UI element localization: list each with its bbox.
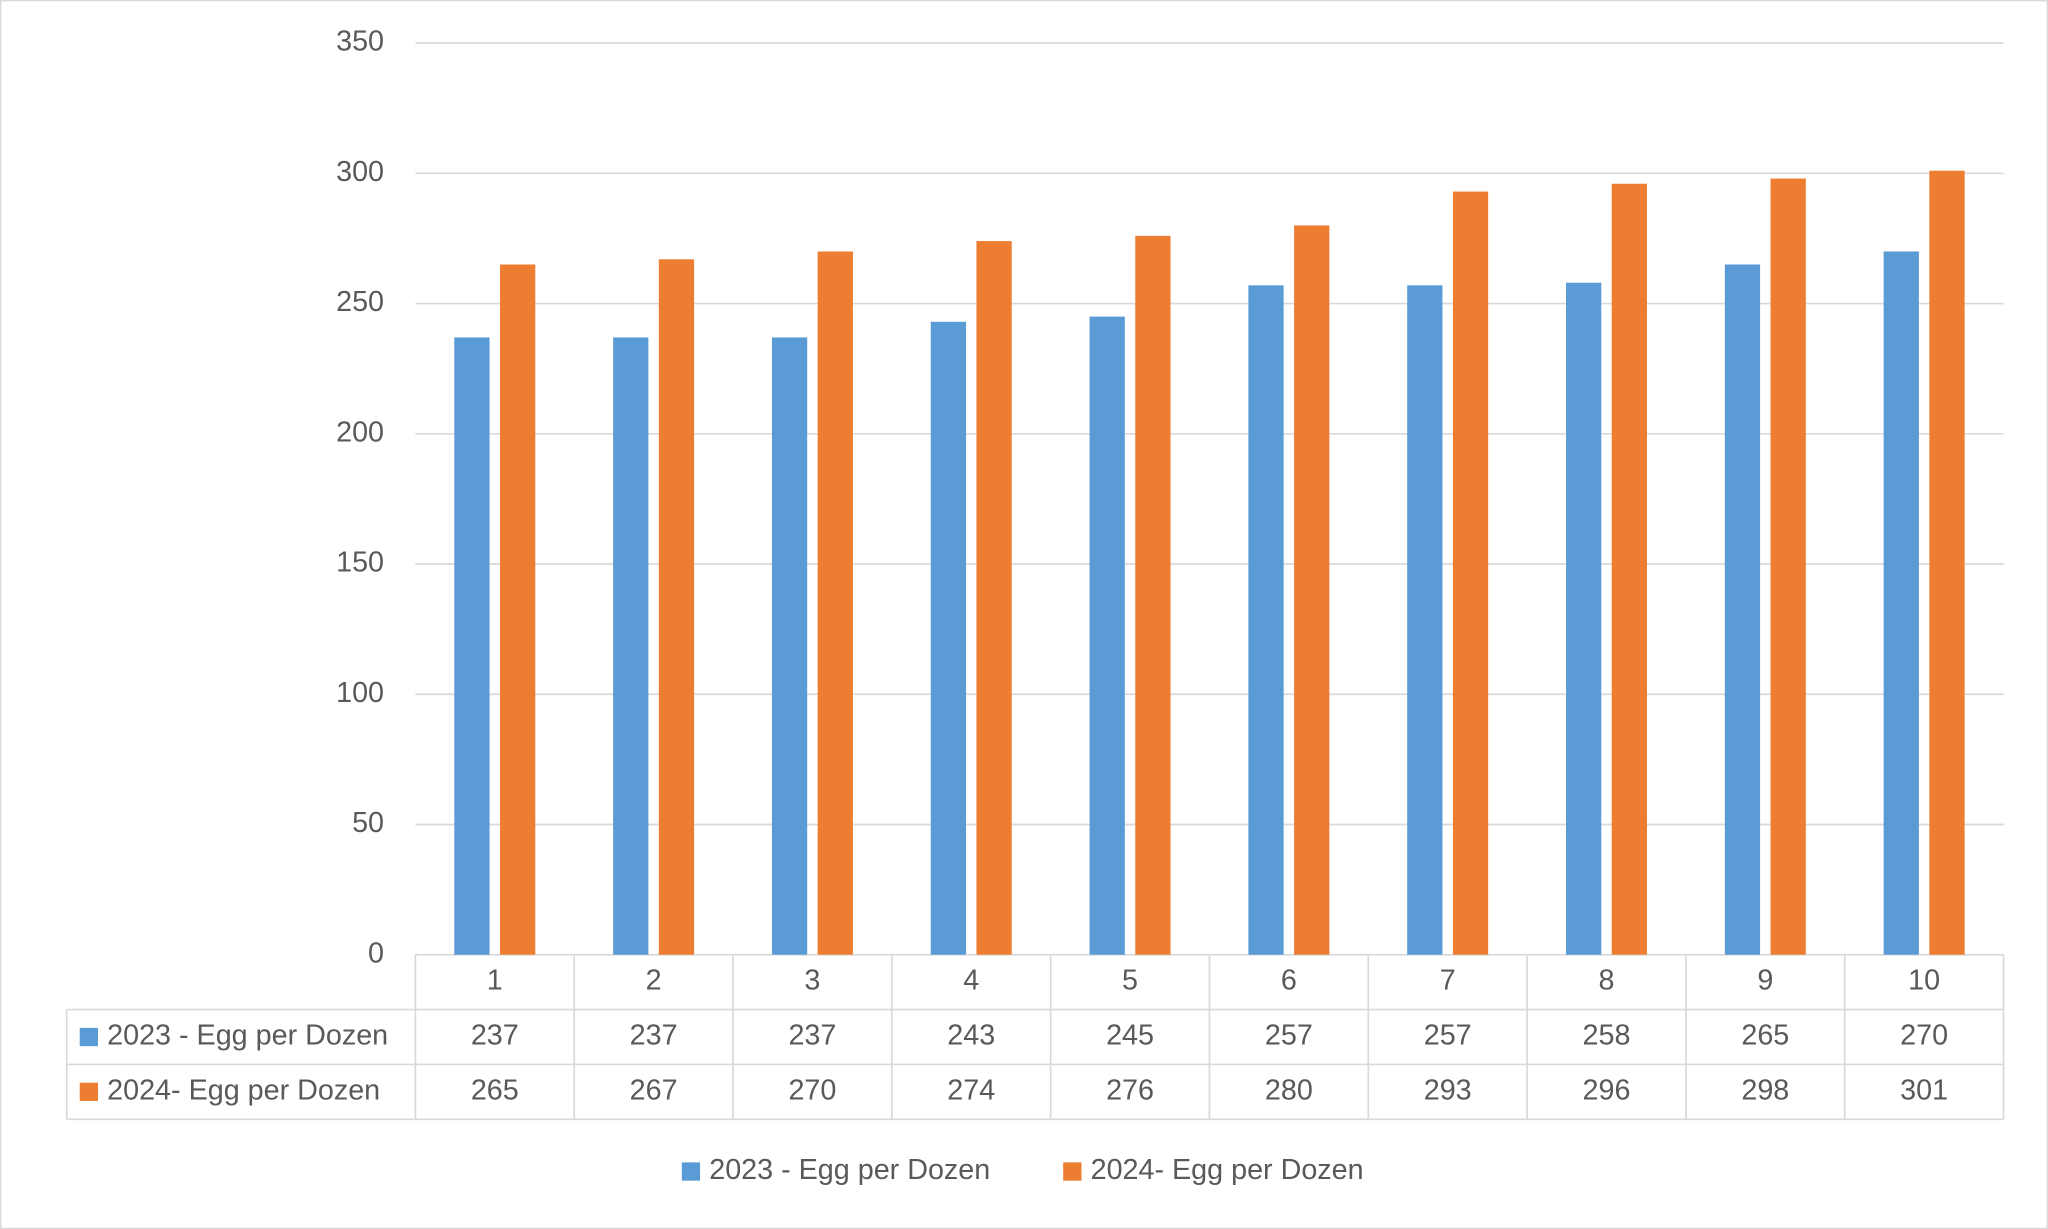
bar [1883,251,1919,955]
table-value: 274 [947,1074,995,1106]
legend-key [681,1162,701,1181]
x-tick-label: 2 [646,965,662,997]
bar [771,337,808,955]
table-value: 267 [630,1074,678,1106]
table-value: 257 [1265,1020,1313,1052]
bar [976,241,1012,955]
bar [1724,264,1761,955]
bar [817,251,853,955]
bar [1611,183,1647,955]
table-value: 280 [1265,1074,1313,1106]
table-value: 276 [1106,1074,1154,1106]
table-value: 237 [630,1020,678,1052]
bar [1770,178,1806,955]
x-tick-label: 10 [1908,965,1940,997]
x-tick-label: 6 [1281,965,1297,997]
table-value: 270 [788,1074,836,1106]
bar [500,264,536,955]
table-value: 257 [1424,1020,1472,1052]
table-value: 237 [788,1020,836,1052]
table-legend-key [79,1027,99,1047]
y-tick-label: 250 [336,286,384,318]
y-tick-label: 50 [352,807,384,839]
table-value: 270 [1900,1020,1948,1052]
bar [1135,235,1171,955]
legend-label: 2024- Egg per Dozen [1091,1154,1364,1186]
table-value: 296 [1583,1074,1631,1106]
table-value: 265 [1741,1020,1789,1052]
x-tick-label: 9 [1757,965,1773,997]
table-value: 265 [471,1074,519,1106]
y-tick-label: 300 [336,156,384,188]
y-tick-label: 150 [336,547,384,579]
y-tick-label: 100 [336,677,384,709]
x-tick-label: 4 [963,965,979,997]
y-tick-label: 0 [368,937,384,969]
bar [454,337,490,955]
x-tick-label: 8 [1599,965,1615,997]
bar [1089,316,1125,955]
legend-label: 2023 - Egg per Dozen [709,1154,990,1186]
bar [1452,191,1489,955]
bar [658,259,695,955]
table-value: 293 [1424,1074,1472,1106]
table-value: 237 [471,1020,519,1052]
table-value: 298 [1741,1074,1789,1106]
y-tick-label: 350 [336,26,384,58]
x-tick-label: 5 [1122,965,1138,997]
table-legend-key [79,1082,99,1102]
bar [1248,285,1284,955]
x-tick-label: 3 [804,965,820,997]
x-tick-label: 7 [1440,965,1456,997]
bar [1566,282,1602,955]
bar [930,321,967,955]
table-value: 243 [947,1020,995,1052]
table-value: 258 [1583,1020,1631,1052]
table-row-label: 2023 - Egg per Dozen [107,1020,388,1052]
bar [1294,225,1330,955]
table-value: 245 [1106,1020,1154,1052]
table-row-label: 2024- Egg per Dozen [107,1074,380,1106]
legend-key [1063,1162,1082,1181]
table-value: 301 [1900,1074,1948,1106]
x-tick-label: 1 [487,965,503,997]
bar [1407,285,1443,955]
bar [613,337,649,955]
y-tick-label: 200 [336,416,384,448]
bar [1929,170,1965,955]
